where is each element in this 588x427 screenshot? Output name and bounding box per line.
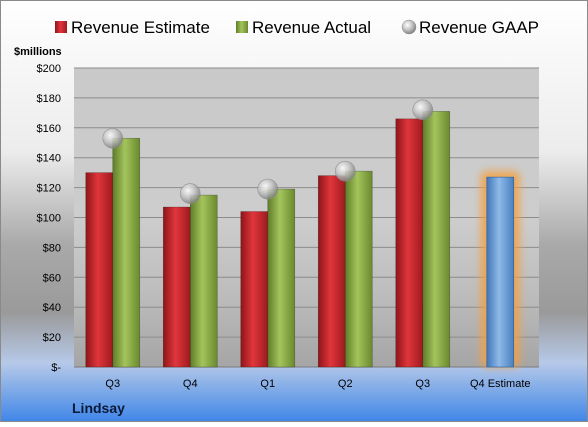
legend-swatch <box>236 21 248 33</box>
y-tick-label: $80 <box>43 242 61 254</box>
legend-label: Revenue Actual <box>252 18 371 37</box>
y-tick-label: $120 <box>37 183 61 195</box>
bar-q4-estimate <box>486 176 515 368</box>
gaap-marker <box>179 183 201 204</box>
x-tick-label: Q1 <box>260 378 275 390</box>
legend-item: Revenue Actual <box>236 18 371 37</box>
x-tick-label: Q3 <box>415 378 430 390</box>
x-tick-label: Q2 <box>338 378 353 390</box>
bar-revenue-estimate <box>395 118 424 368</box>
bar-revenue-estimate <box>162 206 191 368</box>
gaap-markers <box>102 99 434 204</box>
bars <box>85 111 515 368</box>
x-tick-label: Q4 <box>183 378 198 390</box>
y-tick-label: $40 <box>43 302 61 314</box>
legend-label: Revenue Estimate <box>71 18 210 37</box>
legend: Revenue Estimate Revenue Actual Revenue GA… <box>55 18 539 37</box>
y-tick-label: $140 <box>37 153 61 165</box>
bar-revenue-estimate <box>317 175 346 368</box>
bar-revenue-actual <box>422 111 451 368</box>
y-tick-label: $180 <box>37 93 61 105</box>
x-tick-label: Q4 Estimate <box>470 378 531 390</box>
legend-item: Revenue GAAP <box>401 18 539 37</box>
gridlines <box>74 67 539 338</box>
bar-revenue-estimate <box>85 172 114 368</box>
legend-swatch <box>55 21 67 33</box>
y-tick-label: $20 <box>43 332 61 344</box>
legend-swatch <box>401 19 417 35</box>
bar-revenue-estimate <box>240 211 269 368</box>
unit-label: $millions <box>14 46 62 58</box>
gaap-marker <box>257 178 279 200</box>
company-name: Lindsay <box>72 400 125 416</box>
y-tick-label: $200 <box>37 63 61 75</box>
bar-revenue-actual <box>344 170 373 368</box>
bar-revenue-actual <box>189 194 218 368</box>
x-axis: Q3 Q4 Q1 Q2 Q3 Q4 Estimate <box>105 378 530 390</box>
x-tick-label: Q3 <box>105 378 120 390</box>
legend-item: Revenue Estimate <box>55 18 210 37</box>
bar-revenue-actual <box>112 137 141 368</box>
gaap-marker <box>412 99 434 121</box>
legend-label: Revenue GAAP <box>419 18 539 37</box>
gaap-marker <box>102 127 124 149</box>
y-tick-label: $160 <box>37 123 61 135</box>
bar-revenue-actual <box>267 188 296 368</box>
gaap-marker <box>334 160 356 182</box>
y-axis: $- $20 $40 $60 $80 $100 $120 $140 $160 $180 $200 <box>37 63 539 374</box>
y-tick-label: $100 <box>37 213 61 225</box>
y-tick-label: $60 <box>43 272 61 284</box>
y-tick-label: $- <box>51 362 61 374</box>
